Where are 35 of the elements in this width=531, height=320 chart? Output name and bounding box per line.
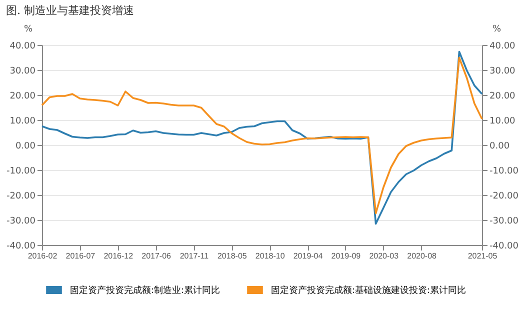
- y-tick-label: -40.00: [6, 242, 36, 252]
- x-tick-label: 2016-02: [28, 252, 58, 260]
- y2-tick-label: -10.00: [490, 166, 519, 176]
- y2-tick-label: 40.00: [490, 42, 516, 52]
- y-tick-label: -10.00: [6, 166, 36, 176]
- x-tick-label: 2021-05: [468, 252, 498, 260]
- y2-axis-title: %: [492, 24, 502, 34]
- x-tick-label: 2016-12: [104, 252, 134, 260]
- x-tick-label: 2017-11: [180, 252, 210, 260]
- x-tick-label: 2019-04: [293, 252, 324, 260]
- x-tick-label: 2020-08: [407, 252, 438, 260]
- y2-tick-label: 20.00: [490, 92, 516, 102]
- legend-label: 固定资产投资完成额:制造业:累计同比: [70, 285, 220, 296]
- legend-label: 固定资产投资完成额:基础设施建设投资:累计同比: [271, 285, 466, 296]
- y-axis-title: %: [24, 24, 33, 34]
- y2-tick-label: -40.00: [490, 242, 519, 252]
- y-tick-label: 40.00: [10, 42, 36, 52]
- x-tick-label: 2019-09: [331, 252, 362, 260]
- y-tick-label: -20.00: [6, 192, 36, 202]
- y-tick-label: 10.00: [10, 116, 36, 126]
- x-tick-label: 2018-10: [255, 252, 286, 260]
- x-tick-label: 2018-05: [217, 252, 248, 260]
- y2-tick-label: 0.00: [490, 142, 510, 152]
- y2-tick-label: -20.00: [490, 192, 519, 202]
- chart-title: 图. 制造业与基建投资增速: [6, 4, 134, 17]
- y2-tick-label: -30.00: [490, 216, 519, 226]
- y-tick-label: 20.00: [10, 92, 36, 102]
- x-tick-label: 2020-03: [369, 252, 400, 260]
- y-tick-label: -30.00: [6, 216, 36, 226]
- x-tick-label: 2016-07: [66, 252, 96, 260]
- y2-tick-label: 10.00: [490, 116, 516, 126]
- y2-tick-label: 30.00: [490, 66, 516, 76]
- x-tick-label: 2017-06: [142, 252, 172, 260]
- y-tick-label: 30.00: [10, 66, 36, 76]
- y-tick-label: 0.00: [15, 142, 36, 152]
